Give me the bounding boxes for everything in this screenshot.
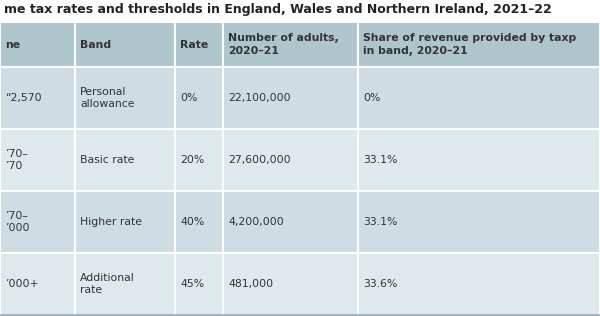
Text: 22,100,000: 22,100,000 <box>228 93 290 103</box>
Text: ’70–
’000: ’70– ’000 <box>5 211 29 233</box>
Bar <box>175 67 223 129</box>
Text: “2,570: “2,570 <box>5 93 41 103</box>
Text: Higher rate: Higher rate <box>80 217 142 227</box>
Text: 33.1%: 33.1% <box>363 155 397 165</box>
Bar <box>223 191 358 253</box>
Text: Basic rate: Basic rate <box>80 155 134 165</box>
Bar <box>223 67 358 129</box>
Bar <box>75 129 175 191</box>
Bar <box>0 253 75 315</box>
Text: Share of revenue provided by taxp
in band, 2020–21: Share of revenue provided by taxp in ban… <box>363 33 576 56</box>
Bar <box>175 22 223 67</box>
Bar <box>0 22 75 67</box>
Text: ’70–
’70: ’70– ’70 <box>5 149 28 171</box>
Text: 40%: 40% <box>180 217 204 227</box>
Bar <box>358 22 600 67</box>
Bar <box>358 129 600 191</box>
Text: 45%: 45% <box>180 279 204 289</box>
Text: 0%: 0% <box>363 93 380 103</box>
Text: Personal
allowance: Personal allowance <box>80 87 134 109</box>
Bar <box>223 253 358 315</box>
Bar <box>358 253 600 315</box>
Text: Additional
rate: Additional rate <box>80 273 135 295</box>
Text: 20%: 20% <box>180 155 204 165</box>
Bar <box>175 191 223 253</box>
Bar <box>75 191 175 253</box>
Bar <box>358 191 600 253</box>
Bar <box>0 129 75 191</box>
Text: Rate: Rate <box>180 40 208 50</box>
Bar <box>223 129 358 191</box>
Bar <box>0 191 75 253</box>
Text: ne: ne <box>5 40 20 50</box>
Text: 0%: 0% <box>180 93 197 103</box>
Bar <box>223 22 358 67</box>
Text: me tax rates and thresholds in England, Wales and Northern Ireland, 2021–22: me tax rates and thresholds in England, … <box>4 3 552 16</box>
Bar <box>358 67 600 129</box>
Bar <box>75 253 175 315</box>
Text: 33.6%: 33.6% <box>363 279 397 289</box>
Bar <box>75 22 175 67</box>
Bar <box>175 129 223 191</box>
Bar <box>175 253 223 315</box>
Text: 27,600,000: 27,600,000 <box>228 155 290 165</box>
Text: Band: Band <box>80 40 111 50</box>
Text: 33.1%: 33.1% <box>363 217 397 227</box>
Text: 481,000: 481,000 <box>228 279 273 289</box>
Text: Number of adults,
2020–21: Number of adults, 2020–21 <box>228 33 339 56</box>
Text: 4,200,000: 4,200,000 <box>228 217 284 227</box>
Bar <box>75 67 175 129</box>
Text: ’000+: ’000+ <box>5 279 38 289</box>
Bar <box>0 67 75 129</box>
